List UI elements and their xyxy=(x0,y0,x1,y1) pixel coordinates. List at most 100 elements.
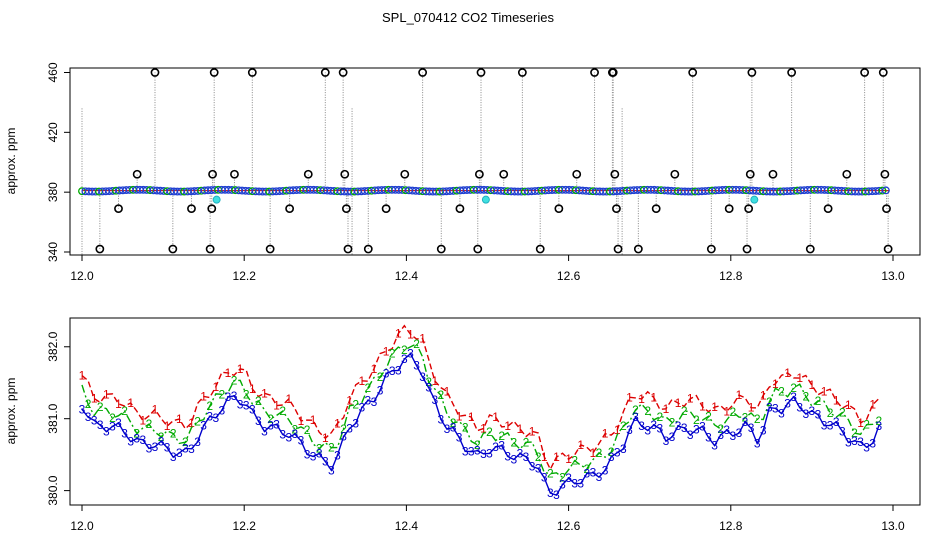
outlier-point xyxy=(187,204,196,214)
series-1-glyph: 1 xyxy=(273,399,280,413)
series-1-glyph: 1 xyxy=(541,450,548,464)
series-1-glyph: 1 xyxy=(103,387,110,401)
series-3-glyph: 3 xyxy=(626,423,633,437)
series-3-glyph: 3 xyxy=(462,444,469,458)
series-1-glyph: 1 xyxy=(675,396,682,410)
series-2-glyph: 2 xyxy=(243,387,250,401)
series-2-glyph: 2 xyxy=(742,411,749,425)
series-2-glyph: 2 xyxy=(705,409,712,423)
series-2-glyph: 2 xyxy=(547,467,554,481)
chart-title: SPL_070412 CO2 Timeseries xyxy=(382,10,554,25)
outlier-point xyxy=(285,204,295,214)
series-3-glyph: 3 xyxy=(419,370,426,384)
series-3-glyph: 3 xyxy=(821,419,828,433)
series-3-glyph: 3 xyxy=(450,421,457,435)
series-2-glyph: 2 xyxy=(486,425,493,439)
series-3-glyph: 3 xyxy=(188,442,195,456)
series-3-glyph: 3 xyxy=(79,402,86,416)
outlier-point xyxy=(95,244,105,254)
series-3-glyph: 3 xyxy=(127,435,134,449)
series-2-glyph: 2 xyxy=(474,438,481,452)
series-1-glyph: 1 xyxy=(419,331,426,345)
series-3-glyph: 3 xyxy=(614,446,621,460)
series-2-glyph: 2 xyxy=(219,387,226,401)
series-3-glyph: 3 xyxy=(401,352,408,366)
series-1-glyph: 1 xyxy=(249,382,256,396)
outlier-point xyxy=(517,68,527,77)
series-3-glyph: 3 xyxy=(91,413,98,427)
outlier-point xyxy=(205,244,215,254)
bottom-y-tick-label: 380.0 xyxy=(46,475,60,505)
series-3-glyph: 3 xyxy=(839,424,846,438)
outlier-point xyxy=(706,244,716,254)
outlier-point xyxy=(633,244,643,254)
outlier-point xyxy=(608,68,618,77)
bottom-x-tick-label: 12.2 xyxy=(233,519,257,533)
outlier-point xyxy=(320,68,330,77)
series-1-glyph: 1 xyxy=(176,412,183,426)
series-2-glyph: 2 xyxy=(875,414,882,428)
outlier-point xyxy=(341,204,351,214)
series-3-glyph: 3 xyxy=(632,410,639,424)
outlier-point xyxy=(842,169,852,179)
series-1-glyph: 1 xyxy=(857,416,864,430)
series-3-glyph: 3 xyxy=(802,407,809,421)
series-1-glyph: 1 xyxy=(602,427,609,441)
series-3-glyph: 3 xyxy=(285,430,292,444)
series-1-glyph: 1 xyxy=(127,396,134,410)
outlier-point xyxy=(265,244,275,254)
series-3-glyph: 3 xyxy=(486,446,493,460)
series-2-glyph: 2 xyxy=(571,454,578,468)
series-2-glyph: 2 xyxy=(669,415,676,429)
series-2-glyph: 2 xyxy=(133,426,140,440)
series-2-glyph: 2 xyxy=(608,445,615,459)
series-1-glyph: 1 xyxy=(529,424,536,438)
series-3-glyph: 3 xyxy=(298,434,305,448)
series-2-glyph: 2 xyxy=(620,419,627,433)
series-1-glyph: 1 xyxy=(626,390,633,404)
series-3-line xyxy=(81,352,880,496)
series-2-glyph: 2 xyxy=(352,398,359,412)
series-3-glyph: 3 xyxy=(316,446,323,460)
series-3-glyph: 3 xyxy=(644,423,651,437)
series-3-glyph: 3 xyxy=(371,395,378,409)
outlier-point xyxy=(499,169,509,179)
series-3-glyph: 3 xyxy=(590,466,597,480)
series-2-glyph: 2 xyxy=(231,374,238,388)
series-2-glyph: 2 xyxy=(401,343,408,357)
series-1-glyph: 1 xyxy=(383,344,390,358)
series-3-glyph: 3 xyxy=(158,434,165,448)
series-2-glyph: 2 xyxy=(717,422,724,436)
outlier-point xyxy=(880,169,890,179)
series-1-glyph: 1 xyxy=(663,402,670,416)
series-3-glyph: 3 xyxy=(869,436,876,450)
series-3-glyph: 3 xyxy=(413,359,420,373)
series-2-glyph: 2 xyxy=(596,446,603,460)
series-3-glyph: 3 xyxy=(377,384,384,398)
series-2-glyph: 2 xyxy=(438,388,445,402)
series-2-glyph: 2 xyxy=(267,412,274,426)
series-2-glyph: 2 xyxy=(851,426,858,440)
series-3-glyph: 3 xyxy=(97,418,104,432)
series-3-glyph: 3 xyxy=(480,447,487,461)
series-2-glyph: 2 xyxy=(413,337,420,351)
series-1-glyph: 1 xyxy=(164,419,171,433)
series-2-glyph: 2 xyxy=(729,405,736,419)
series-1-glyph: 1 xyxy=(237,362,244,376)
series-3-glyph: 3 xyxy=(833,415,840,429)
outlier-point xyxy=(882,204,891,214)
series-3-glyph: 3 xyxy=(723,423,730,437)
series-1-glyph: 1 xyxy=(139,414,146,428)
series-3-glyph: 3 xyxy=(675,419,682,433)
series-1-glyph: 1 xyxy=(796,371,803,385)
bottom-x-tick-label: 12.8 xyxy=(719,519,743,533)
outlier-point xyxy=(613,244,623,254)
series-2-glyph: 2 xyxy=(802,389,809,403)
series-1-glyph: 1 xyxy=(845,398,852,412)
series-1-glyph: 1 xyxy=(650,390,657,404)
series-3-glyph: 3 xyxy=(212,411,219,425)
outlier-point xyxy=(724,204,734,214)
series-2-glyph: 2 xyxy=(498,429,505,443)
baseline-point xyxy=(881,186,890,195)
series-3-glyph: 3 xyxy=(517,447,524,461)
